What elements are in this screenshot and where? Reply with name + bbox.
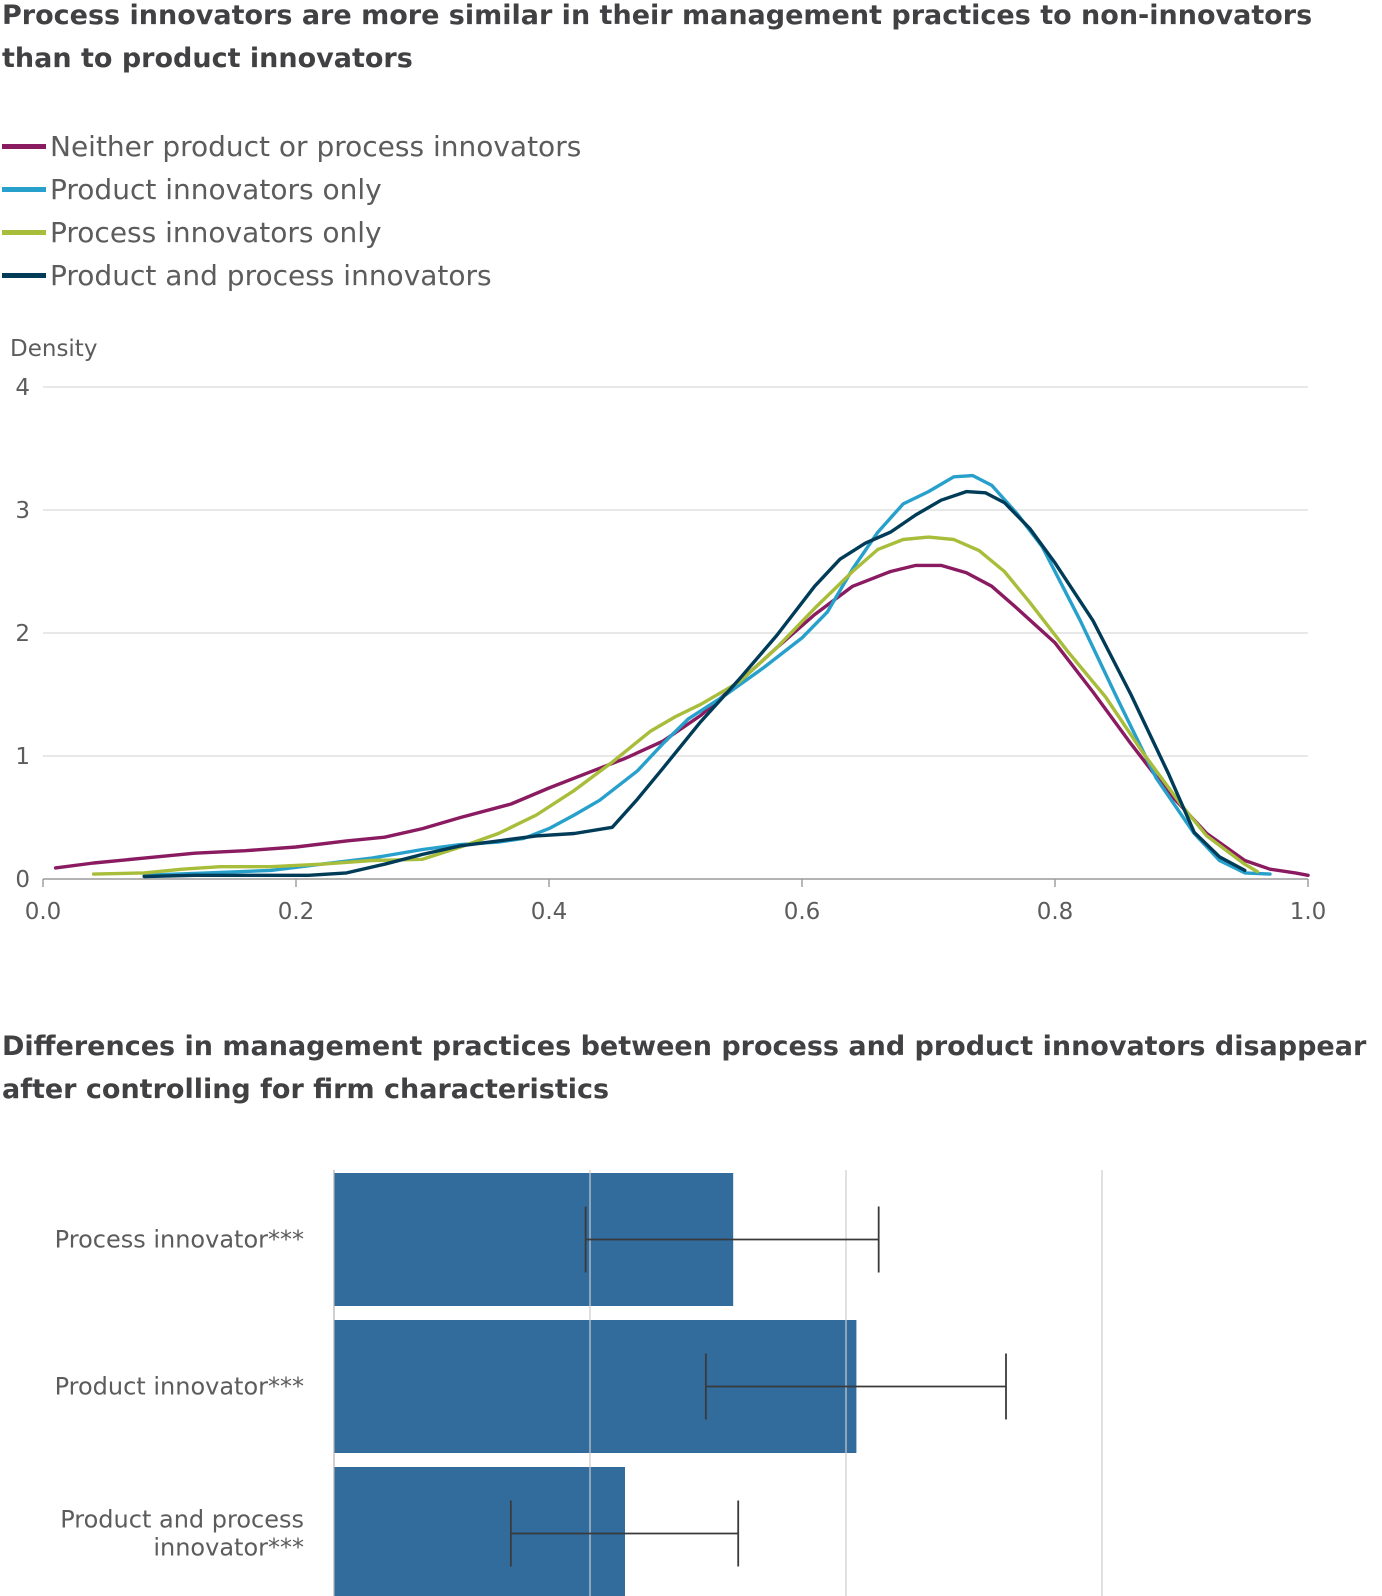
legend-label-process-only: Process innovators only [50, 216, 382, 249]
density-ticks: 0 1 2 3 4 0.0 0.2 0.4 0.6 0.8 1.0 [15, 375, 1326, 925]
bar-category-labels: Process innovator*** Product innovator***… [55, 1226, 304, 1562]
legend-label-product-and-process: Product and process innovators [50, 259, 492, 292]
density-y-tick-label: 4 [15, 375, 30, 401]
legend-swatch-product-only [2, 187, 46, 192]
legend-item-process-only: Process innovators only [2, 211, 581, 254]
density-x-tick-label: 0.8 [1037, 899, 1074, 925]
density-x-tick-label: 0.6 [784, 899, 821, 925]
bar-bars [334, 1173, 857, 1596]
density-x-tick-label: 1.0 [1290, 899, 1327, 925]
bar-category-label: Product innovator*** [55, 1373, 304, 1401]
bar-chart: Process innovator*** Product innovator***… [55, 1170, 1103, 1596]
legend-swatch-neither [2, 144, 46, 149]
density-y-tick-label: 3 [15, 498, 30, 524]
line-product-only [142, 473, 1272, 877]
line-product-and-process [142, 489, 1247, 879]
legend-label-product-only: Product innovators only [50, 173, 382, 206]
bar-category-label: Product and process innovator*** [60, 1506, 304, 1562]
density-y-tick-label: 2 [15, 621, 30, 647]
bar-category-label: Process innovator*** [55, 1226, 304, 1254]
density-chart: Density 0 1 2 3 4 0.0 0.2 0.4 0.6 0.8 1.0 [10, 336, 1326, 925]
legend-item-product-and-process: Product and process innovators [2, 254, 581, 297]
legend-item-neither: Neither product or process innovators [2, 125, 581, 168]
density-y-tick-label: 0 [15, 867, 30, 893]
legend-item-product-only: Product innovators only [2, 168, 581, 211]
line-process-only [91, 535, 1260, 876]
density-chart-title: Process innovators are more similar in t… [2, 0, 1313, 74]
legend-label-neither: Neither product or process innovators [50, 130, 582, 163]
density-x-tick-label: 0.2 [278, 899, 315, 925]
density-lines [53, 473, 1310, 879]
legend-swatch-process-only [2, 230, 46, 235]
density-x-tick-label: 0.4 [531, 899, 568, 925]
bar-grid [333, 1170, 1103, 1596]
legend-swatch-product-and-process [2, 273, 46, 278]
bar-chart-title: Differences in management practices betw… [2, 1031, 1367, 1105]
density-y-tick-label: 1 [15, 744, 30, 770]
density-grid [43, 386, 1308, 880]
bar-error-bars [509, 1206, 1007, 1567]
density-y-axis-label: Density [10, 336, 97, 362]
density-x-tick-label: 0.0 [25, 899, 62, 925]
density-legend: Neither product or process innovators Pr… [2, 125, 581, 297]
bar [334, 1467, 625, 1596]
